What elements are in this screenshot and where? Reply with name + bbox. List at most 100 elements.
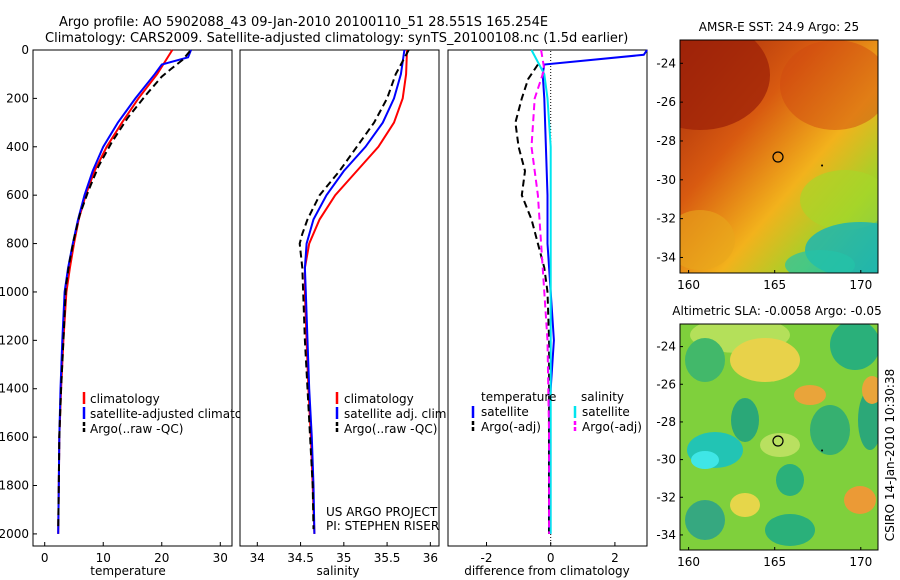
y-tick-label: 1200 — [0, 333, 29, 347]
series-line-satellite-adjusted-climatology — [57, 49, 192, 534]
temperature-legend: climatology satellite-adjusted climatolo… — [82, 392, 268, 436]
series-line-salinity-argo-adj- — [530, 49, 551, 534]
sla-patch — [794, 385, 826, 405]
map-dot-marker: • — [820, 447, 824, 455]
difference-legend: temperature salinity satellite Argo(-adj… — [471, 390, 642, 434]
lon-tick-label: 160 — [677, 555, 700, 569]
pi-credit: PI: STEPHEN RISER — [326, 519, 439, 533]
sla-patch — [810, 405, 850, 455]
legend-satellite-label: satellite-adjusted climatology — [90, 407, 268, 421]
x-tick-label: 34 — [250, 551, 265, 565]
lon-tick-label: 170 — [849, 278, 872, 292]
legend-sal-argo-label: Argo(-adj) — [582, 420, 642, 434]
lat-tick-label: -24 — [656, 340, 676, 354]
legend-argo-label: Argo(..raw -QC) — [90, 422, 183, 436]
temperature-axis-label: temperature — [90, 564, 165, 578]
salinity-legend: climatology satellite adj. clim. Argo(..… — [335, 392, 450, 436]
y-tick-label: 800 — [6, 237, 29, 251]
salinity-series-group — [298, 49, 410, 534]
sst-map-frame — [679, 39, 879, 274]
legend-temp-satellite-label: satellite — [481, 405, 529, 419]
series-line-satellite-adj-clim- — [303, 49, 406, 534]
x-tick-label: 20 — [154, 551, 169, 565]
salinity-axis-label: salinity — [316, 564, 359, 578]
lat-tick-label: -28 — [656, 415, 676, 429]
sst-map-field — [680, 40, 878, 273]
figure-title-line1: Argo profile: AO 5902088_43 09-Jan-2010 … — [59, 15, 548, 30]
legend-temp-argo-label: Argo(-adj) — [481, 420, 541, 434]
sla-patch — [844, 486, 876, 514]
y-tick-label: 200 — [6, 91, 29, 105]
y-tick-label: 1600 — [0, 430, 29, 444]
lon-tick-label: 165 — [763, 555, 786, 569]
difference-series-group — [514, 49, 648, 534]
timestamp-credit: CSIRO 14-Jan-2010 10:30:38 — [883, 369, 897, 541]
sst-map-panel: AMSR-E SST: 24.9 Argo: 25 • 160 165 170 -2… — [656, 20, 879, 292]
figure-title-line2: Climatology: CARS2009. Satellite-adjuste… — [45, 31, 628, 46]
map-dot-marker: • — [820, 162, 824, 170]
sla-patch — [765, 514, 815, 546]
legend-sal-satellite-label: satellite — [582, 405, 630, 419]
legend-satellite-label: satellite adj. clim. — [344, 407, 450, 421]
sst-lat-ticks: -24 -26 -28 -30 -32 -34 — [656, 56, 683, 264]
legend-argo-label: Argo(..raw -QC) — [344, 422, 437, 436]
project-credit: US ARGO PROJECT — [326, 505, 438, 519]
sla-patch — [830, 324, 878, 370]
series-line-temperature-argo-adj- — [514, 63, 551, 534]
y-tick-label: 1800 — [0, 479, 29, 493]
x-tick-label: 34.5 — [287, 551, 314, 565]
sla-map-title: Altimetric SLA: -0.0058 Argo: -0.05 — [672, 304, 881, 318]
lon-tick-label: 160 — [677, 278, 700, 292]
temperature-panel: 0 200 400 600 800 1000 1200 1400 1600 1800 2000 0 1… — [0, 43, 268, 578]
cool-patch-2 — [785, 250, 855, 273]
orange-patch — [680, 210, 735, 270]
legend-temperature-heading: temperature — [481, 390, 556, 404]
x-tick-label: 0 — [547, 551, 555, 565]
sla-patch — [730, 338, 800, 382]
temperature-plot-frame — [32, 49, 233, 547]
lat-tick-label: -34 — [656, 528, 676, 542]
lat-tick-label: -26 — [656, 377, 676, 391]
sla-patch — [776, 464, 804, 496]
salinity-panel: 34 34.5 35 35.5 36 salinity climatology sate… — [239, 49, 450, 578]
legend-salinity-heading: salinity — [581, 390, 624, 404]
series-line-argo-raw-qc- — [57, 50, 191, 530]
x-tick-label: 36 — [423, 551, 438, 565]
argo-position-marker — [772, 151, 784, 163]
y-tick-label: 1400 — [0, 382, 29, 396]
legend-climatology-label: climatology — [90, 392, 160, 406]
sla-map-field — [680, 324, 878, 550]
y-tick-label: 0 — [21, 43, 29, 57]
sla-lon-ticks: 160 165 170 — [677, 547, 872, 569]
x-tick-label: 0 — [41, 551, 49, 565]
lat-tick-label: -24 — [656, 56, 676, 70]
sla-patch — [730, 493, 760, 517]
sst-map-title: AMSR-E SST: 24.9 Argo: 25 — [699, 20, 859, 34]
green-patch — [800, 170, 878, 230]
lat-tick-label: -32 — [656, 212, 676, 226]
sla-map-panel: Altimetric SLA: -0.0058 Argo: -0.05 — [656, 304, 881, 569]
lat-tick-label: -34 — [656, 250, 676, 264]
y-tick-label: 600 — [6, 188, 29, 202]
lon-tick-label: 165 — [763, 278, 786, 292]
sla-patch — [731, 398, 759, 442]
difference-axis-ticks: -2 0 2 — [481, 542, 619, 565]
legend-climatology-label: climatology — [344, 392, 414, 406]
series-line-salinity-satellite — [530, 49, 552, 534]
lat-tick-label: -30 — [656, 173, 676, 187]
warm-pool — [680, 40, 770, 130]
y-tick-label: 400 — [6, 140, 29, 154]
salinity-plot-frame — [239, 49, 440, 547]
warm-patch — [780, 40, 878, 130]
x-tick-label: 2 — [611, 551, 619, 565]
temperature-axis-ticks: 0 10 20 30 — [41, 542, 228, 565]
sla-map-frame — [679, 323, 879, 551]
salinity-axis-ticks: 34 34.5 35 35.5 36 — [250, 542, 438, 565]
depth-axis-ticks: 0 200 400 600 800 1000 1200 1400 1600 1800 2000 — [0, 43, 37, 541]
sla-patch — [685, 500, 725, 540]
x-tick-label: 30 — [213, 551, 228, 565]
sla-patch — [685, 338, 725, 382]
y-tick-label: 2000 — [0, 527, 29, 541]
